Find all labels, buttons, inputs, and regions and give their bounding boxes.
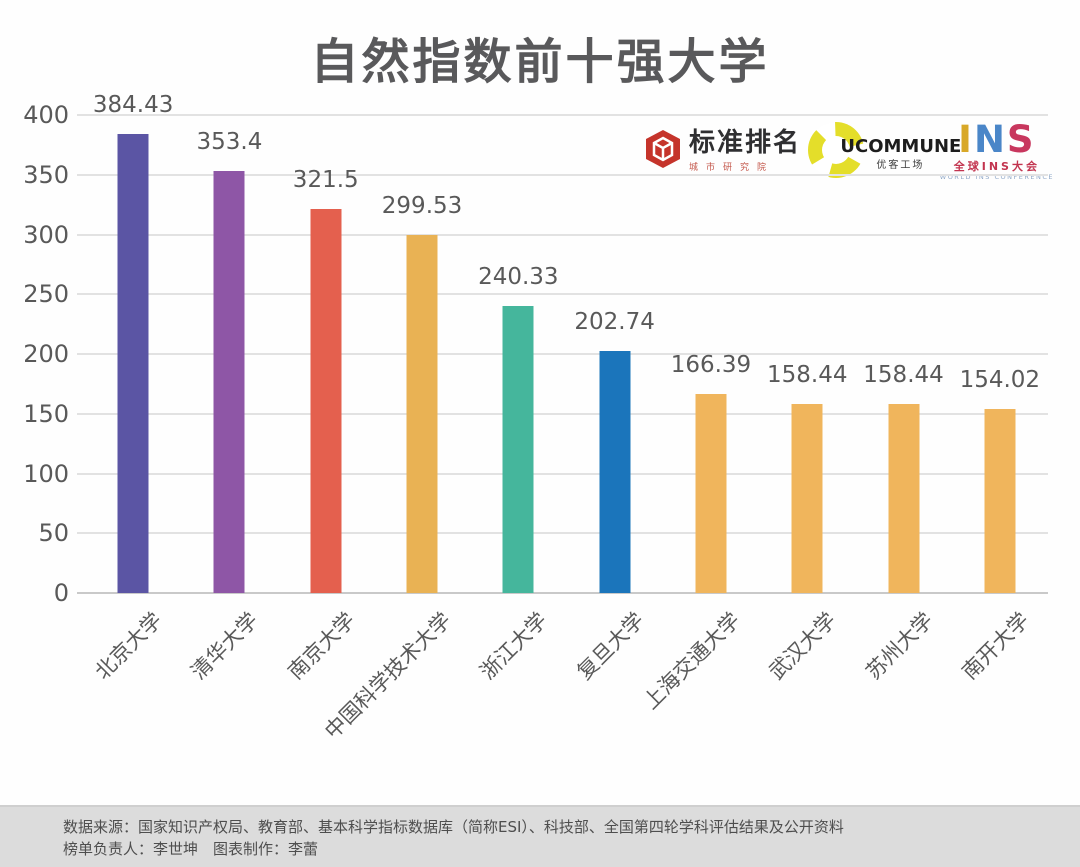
bar-苏州大学 <box>888 403 920 593</box>
gridline-350 <box>77 173 1048 176</box>
value-label-苏州大学: 158.44 <box>863 361 944 388</box>
bar-武汉大学 <box>791 403 823 593</box>
bar-column-5: 240.33 浙江大学 <box>470 115 566 684</box>
gridline-150 <box>77 412 1048 415</box>
gridline-300 <box>77 233 1048 236</box>
gridline-250 <box>77 293 1048 296</box>
ins-letter-n: N <box>973 118 1007 162</box>
bar-column-9: 158.44 苏州大学 <box>855 115 951 685</box>
bar-column-1: 384.43 北京大学 <box>85 92 181 685</box>
y-axis-tick-label-200: 200 <box>23 340 69 368</box>
value-label-复旦大学: 202.74 <box>574 308 655 335</box>
y-axis-tick-label-250: 250 <box>23 280 69 309</box>
value-label-上海交通大学: 166.39 <box>670 352 752 379</box>
bar-南开大学 <box>984 408 1016 593</box>
bar-上海交通大学 <box>695 394 727 593</box>
bar-chart-plot-area: 0 50 100 150 200 250 300 350 400 384.43 北京大学 353.4 清… <box>23 92 1048 744</box>
ins-subtitle-en: WORLD INS CONFERENCE <box>939 173 1054 182</box>
value-label-中国科学技术大学: 299.53 <box>381 193 463 220</box>
bar-column-8: 158.44 武汉大学 <box>759 115 855 685</box>
bar-中国科学技术大学 <box>406 235 438 593</box>
ins-logo: INS 全球INS大会 WORLD INS CONFERENCE <box>940 121 1054 181</box>
bar-浙江大学 <box>502 305 534 593</box>
bar-column-3: 321.5 南京大学 <box>278 115 374 684</box>
bar-清华大学 <box>213 170 245 593</box>
gridline-200 <box>77 353 1048 355</box>
bar-column-10: 154.02 南开大学 <box>952 115 1048 684</box>
chart-title: 自然指数前十强大学 <box>310 34 770 90</box>
value-label-南开大学: 154.02 <box>959 366 1041 393</box>
bar-column-6: 202.74 复旦大学 <box>567 115 663 684</box>
standard-ranking-subtitle: 城市研究院 <box>689 162 775 173</box>
gridline-50 <box>77 532 1048 535</box>
ins-letters: INS <box>940 121 1054 158</box>
standard-ranking-cube-icon <box>642 128 684 174</box>
value-label-武汉大学: 158.44 <box>766 361 848 388</box>
value-label-北京大学: 384.43 <box>92 91 174 118</box>
y-axis-tick-label-50: 50 <box>38 519 69 548</box>
footer-strip: 数据来源：国家知识产权局、教育部、基本科学指标数据库（简称ESI）、科技部、全国… <box>0 805 1080 867</box>
x-axis-label-浙江大学: 浙江大学 <box>475 607 553 685</box>
x-axis-label-复旦大学: 复旦大学 <box>572 607 649 685</box>
x-axis-label-南京大学: 南京大学 <box>283 607 360 685</box>
bar-北京大学 <box>117 133 149 593</box>
value-label-南京大学: 321.5 <box>292 166 359 193</box>
y-axis-tick-label-100: 100 <box>23 459 69 488</box>
ucommune-subtitle: 优客工场 <box>876 160 925 171</box>
x-axis-label-上海交通大学: 上海交通大学 <box>638 607 745 714</box>
value-label-清华大学: 353.4 <box>196 128 263 155</box>
ins-letter-i: I <box>958 118 974 162</box>
value-label-浙江大学: 240.33 <box>478 263 559 290</box>
x-axis-label-清华大学: 清华大学 <box>186 607 264 685</box>
footer-credits: 榜单负责人：李世坤 图表制作：李蕾 <box>63 840 319 858</box>
ins-letter-s: S <box>1006 118 1036 162</box>
standard-ranking-name: 标准排名 <box>689 127 802 158</box>
y-axis-tick-label-300: 300 <box>23 220 69 249</box>
gridline-400 <box>77 114 1048 116</box>
x-axis-label-南开大学: 南开大学 <box>957 607 1034 685</box>
y-axis-tick-label-0: 0 <box>53 579 69 607</box>
bar-column-4: 299.53 中国科学技术大学 <box>320 115 470 744</box>
standard-ranking-logo: 标准排名 城市研究院 <box>642 128 801 174</box>
gridline-100 <box>77 472 1048 475</box>
bar-复旦大学 <box>599 350 631 593</box>
x-axis-baseline <box>77 592 1048 594</box>
y-axis-tick-label-150: 150 <box>23 399 69 428</box>
bar-column-7: 166.39 上海交通大学 <box>639 115 759 714</box>
y-axis-tick-label-350: 350 <box>23 160 69 189</box>
x-axis-label-苏州大学: 苏州大学 <box>860 607 938 685</box>
x-axis-label-北京大学: 北京大学 <box>90 607 167 685</box>
x-axis-label-武汉大学: 武汉大学 <box>764 607 842 685</box>
y-axis-tick-label-400: 400 <box>23 101 69 129</box>
ucommune-name: UCOMMUNE <box>840 136 962 157</box>
bar-column-2: 353.4 清华大学 <box>181 115 277 685</box>
ucommune-logo: UCOMMUNE 优客工场 <box>806 116 961 186</box>
bar-南京大学 <box>310 208 342 593</box>
logo-row: 标准排名 城市研究院 UCOMMUNE 优客工场 INS 全球INS大会 WOR… <box>642 116 1054 186</box>
footer-data-source: 数据来源：国家知识产权局、教育部、基本科学指标数据库（简称ESI）、科技部、全国… <box>63 818 844 836</box>
ins-subtitle: 全球INS大会 <box>953 160 1040 174</box>
